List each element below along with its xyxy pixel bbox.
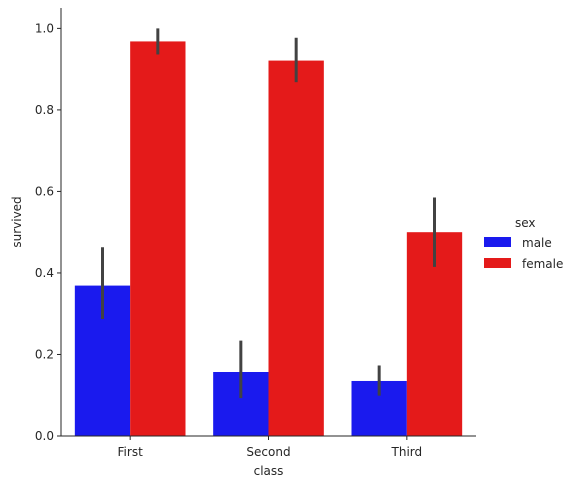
x-tick-label-second: Second [246,445,290,459]
bar-female-second [268,60,324,436]
legend-label-female: female [522,257,563,271]
x-ticks: First Second Third [118,436,423,459]
legend-label-male: male [522,236,552,250]
bar-female-first [130,41,186,436]
legend-swatch-male [484,237,511,247]
y-tick-label: 0.8 [35,103,54,117]
y-tick-label: 0.2 [35,347,54,361]
legend-swatch-female [484,258,511,268]
y-axis-title: survived [10,196,24,247]
y-tick-label: 0.6 [35,184,54,198]
y-tick-label: 0.4 [35,266,54,280]
y-ticks: 0.0 0.2 0.4 0.6 0.8 1.0 [35,21,61,443]
y-tick-label: 1.0 [35,21,54,35]
bars-layer [74,41,463,436]
x-axis-title: class [254,464,284,478]
legend: sex male female [484,216,563,271]
legend-title: sex [515,216,536,230]
x-tick-label-third: Third [391,445,423,459]
y-tick-label: 0.0 [35,429,54,443]
error-bars-layer [101,28,436,399]
x-tick-label-first: First [118,445,144,459]
